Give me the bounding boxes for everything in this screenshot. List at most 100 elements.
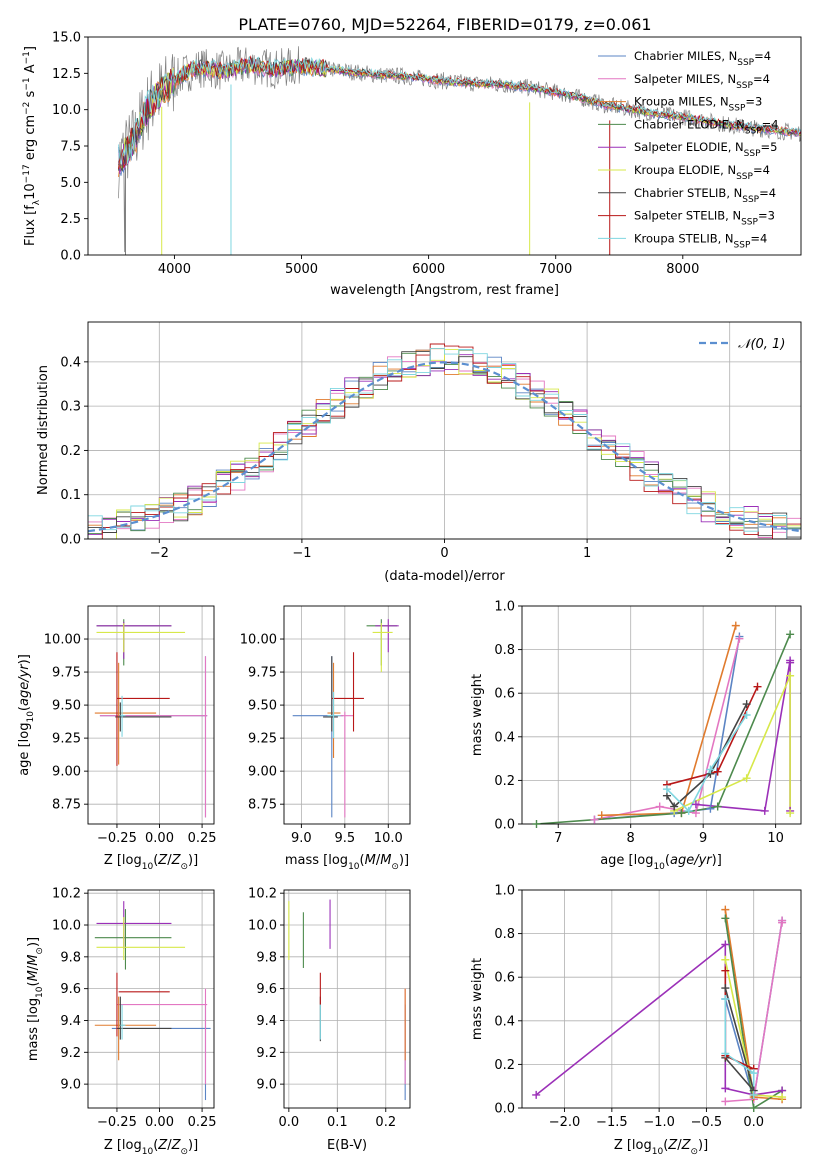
weight-marker (786, 809, 795, 818)
legend-label: Salpeter MILES, NSSP=4 (634, 72, 770, 91)
y-tick-label: 0.3 (60, 400, 81, 415)
weight-line (724, 970, 755, 1070)
y-tick-label: 9.75 (248, 666, 277, 681)
y-axis-label: Normed distribution (36, 365, 51, 495)
y-tick-label: 9.50 (248, 699, 277, 714)
x-tick-label: −2 (150, 546, 169, 561)
axes-frame (87, 889, 215, 1109)
x-tick-label: −0.5 (691, 1115, 723, 1130)
y-tick-label: 5.0 (60, 176, 81, 191)
y-tick-label: 9.8 (60, 950, 81, 965)
y-tick-label: 9.25 (248, 732, 277, 747)
x-tick-label: 8000 (666, 262, 699, 277)
weight-marker (786, 630, 795, 639)
weight-marker (713, 802, 722, 811)
x-tick-label: −1.5 (596, 1115, 628, 1130)
x-tick-label: −1.0 (643, 1115, 675, 1130)
y-axis-label: Flux [fλ10−17 erg cm−2 s−1 A−1] (22, 46, 42, 246)
y-tick-label: 0.0 (494, 818, 515, 833)
weight-marker (691, 800, 700, 809)
axes-frame (521, 605, 802, 825)
y-axis-label: age [log10(age/yr)] (17, 654, 36, 776)
axes-age_vs_mass: 9.0 9.5 10.0 8.75 9.00 9.25 9.50 9.75 10.00 mass … (240, 605, 411, 872)
y-tick-label: 0.2 (60, 444, 81, 459)
axes-frame (283, 889, 411, 1109)
x-axis-label: Z [log10(Z/Z⊙)] (104, 853, 198, 872)
plot-area (118, 46, 801, 255)
x-axis-label: Z [log10(Z/Z⊙)] (104, 1138, 198, 1157)
plot-area (94, 619, 208, 818)
weight-marker (721, 914, 730, 923)
weight-marker (677, 809, 686, 818)
x-tick-label: 4000 (158, 262, 191, 277)
weight-line (666, 714, 748, 813)
weight-marker (655, 802, 664, 811)
legend-label: Kroupa STELIB, NSSP=4 (634, 231, 767, 250)
x-tick-label: 0.1 (327, 1115, 348, 1130)
weight-marker (597, 811, 606, 820)
plot-area (288, 899, 406, 1101)
x-tick-label: −1 (292, 546, 311, 561)
x-tick-label: 0.00 (145, 1115, 174, 1130)
y-tick-label: 9.8 (256, 950, 277, 965)
weight-marker (662, 785, 671, 794)
weight-marker (590, 815, 599, 824)
weight-marker (749, 1069, 758, 1078)
y-tick-label: 0.8 (494, 927, 515, 942)
y-tick-label: 9.25 (52, 732, 81, 747)
y-tick-label: 9.6 (60, 982, 81, 997)
y-tick-label: 0.4 (494, 730, 515, 745)
plot-area (94, 901, 211, 1101)
weight-marker (760, 806, 769, 815)
y-tick-label: 15.0 (52, 31, 81, 46)
y-tick-label: 10.2 (52, 887, 81, 902)
y-tick-label: 9.6 (256, 982, 277, 997)
x-tick-label: −0.25 (97, 831, 137, 846)
weight-line (724, 999, 755, 1095)
weight-marker (735, 634, 744, 643)
legend-label: Chabrier ELODIE, NSSP=4 (634, 117, 779, 136)
weight-marker (721, 1049, 730, 1058)
weight-marker (778, 918, 787, 927)
weight-marker (532, 1090, 541, 1099)
weight-marker (749, 1090, 758, 1099)
y-tick-label: 0.1 (60, 488, 81, 503)
weight-line (666, 703, 748, 808)
x-axis-label: mass [log10(M/M⊙)] (285, 853, 409, 872)
y-tick-label: 10.00 (240, 633, 277, 648)
x-tick-label: 7 (554, 831, 562, 846)
x-tick-label: 0.0 (279, 1115, 300, 1130)
x-tick-label: 7000 (539, 262, 572, 277)
weight-line (536, 633, 791, 824)
x-tick-label: 6000 (412, 262, 445, 277)
residual-histogram (88, 347, 801, 539)
x-tick-label: 2 (726, 546, 734, 561)
weight-marker (691, 809, 700, 818)
plot-area (536, 625, 791, 824)
x-tick-label: 0 (440, 546, 448, 561)
weight-marker (753, 682, 762, 691)
weight-marker (706, 765, 715, 774)
legend-label: Salpeter STELIB, NSSP=3 (634, 209, 775, 228)
legend: 𝒩(0, 1) (699, 337, 785, 352)
weight-marker (721, 1097, 730, 1106)
y-tick-label: 7.5 (60, 140, 81, 155)
weight-marker (721, 984, 730, 993)
x-tick-label: 8 (627, 831, 635, 846)
y-tick-label: 0.8 (494, 643, 515, 658)
y-tick-label: 9.00 (52, 765, 81, 780)
y-tick-label: 8.75 (248, 798, 277, 813)
axes-mass_vs_ebv: 0.0 0.1 0.2 9.0 9.2 9.4 9.6 9.8 10.0 10.2 E(B-V) (248, 887, 411, 1153)
figure-title: PLATE=0760, MJD=52264, FIBERID=0179, z=0… (238, 15, 651, 34)
x-tick-label: 1 (583, 546, 591, 561)
axes-weight_vs_Z: −2.0 −1.5 −1.0 −0.5 0.0 0.0 0.2 0.4 0.6 0.8 1.0 mas… (470, 884, 802, 1157)
weight-marker (778, 1093, 787, 1102)
weight-marker (721, 966, 730, 975)
y-tick-label: 10.2 (248, 887, 277, 902)
y-tick-label: 10.0 (248, 919, 277, 934)
x-tick-label: 0.2 (375, 1115, 396, 1130)
plot-area (292, 619, 399, 818)
weight-marker (713, 767, 722, 776)
legend-label: Kroupa MILES, NSSP=3 (634, 95, 762, 114)
